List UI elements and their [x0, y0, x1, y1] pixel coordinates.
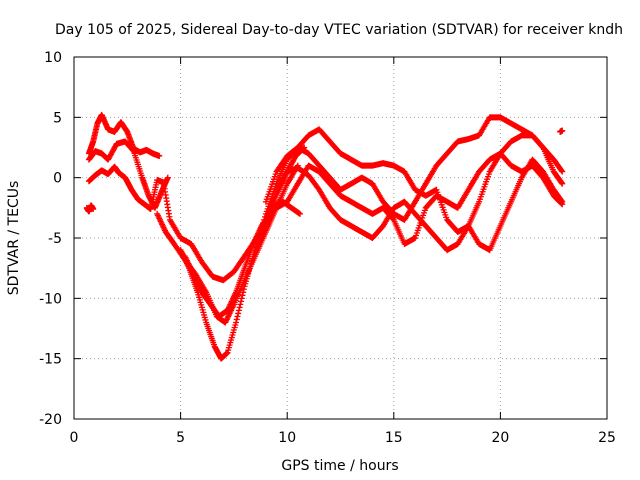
series-track-3	[85, 163, 269, 284]
x-tick-label: 20	[491, 430, 509, 446]
y-tick-label: -5	[48, 231, 62, 247]
data-point	[261, 213, 268, 220]
y-tick-label: 0	[53, 171, 62, 187]
data-point	[164, 174, 171, 181]
data-point	[559, 168, 566, 175]
data-point	[239, 292, 246, 299]
y-tick-label: -20	[39, 412, 62, 428]
series-track-9	[262, 114, 566, 223]
data-point	[237, 301, 244, 308]
data-point	[559, 180, 566, 187]
x-tick-label: 15	[385, 430, 403, 446]
y-tick-label: -15	[39, 352, 62, 368]
data-point	[240, 289, 247, 296]
data-point	[236, 304, 243, 311]
data-point	[129, 147, 136, 154]
x-axis-label: GPS time / hours	[281, 458, 398, 474]
data-point	[240, 286, 247, 293]
y-tick-label: -10	[39, 291, 62, 307]
data-point	[233, 316, 240, 323]
data-series	[83, 111, 566, 362]
data-point	[233, 319, 240, 326]
data-point	[252, 247, 259, 254]
data-point	[558, 179, 565, 186]
data-point	[253, 244, 260, 251]
x-tick-label: 5	[176, 430, 185, 446]
plot-frame	[73, 56, 608, 420]
x-tick-label: 0	[70, 430, 79, 446]
data-point	[558, 200, 565, 207]
axes: 0 5 10 15 20 25 -20 -15 -10 -5 0 5 10	[39, 50, 616, 446]
series-track-1	[85, 111, 163, 159]
y-axis-label: SDTVAR / TECUs	[6, 181, 22, 296]
data-point	[90, 206, 97, 213]
data-point	[389, 215, 396, 222]
data-point	[238, 295, 245, 302]
chart-title: Day 105 of 2025, Sidereal Day-to-day VTE…	[55, 22, 623, 38]
data-point	[156, 152, 163, 159]
data-point	[296, 210, 303, 217]
data-point	[558, 167, 565, 174]
data-point	[234, 313, 241, 320]
series-track-13	[557, 127, 566, 135]
series-track-11	[273, 150, 566, 248]
data-point	[559, 201, 566, 208]
data-point	[235, 307, 242, 314]
grid-lines	[74, 57, 607, 419]
series-track-4	[83, 202, 97, 215]
data-point	[235, 310, 242, 317]
y-tick-label: 5	[53, 110, 62, 126]
series-track-12	[254, 198, 303, 248]
x-tick-label: 10	[278, 430, 296, 446]
x-tick-label: 25	[598, 430, 616, 446]
data-point	[559, 127, 566, 134]
y-tick-label: 10	[44, 50, 62, 66]
data-point	[238, 298, 245, 305]
